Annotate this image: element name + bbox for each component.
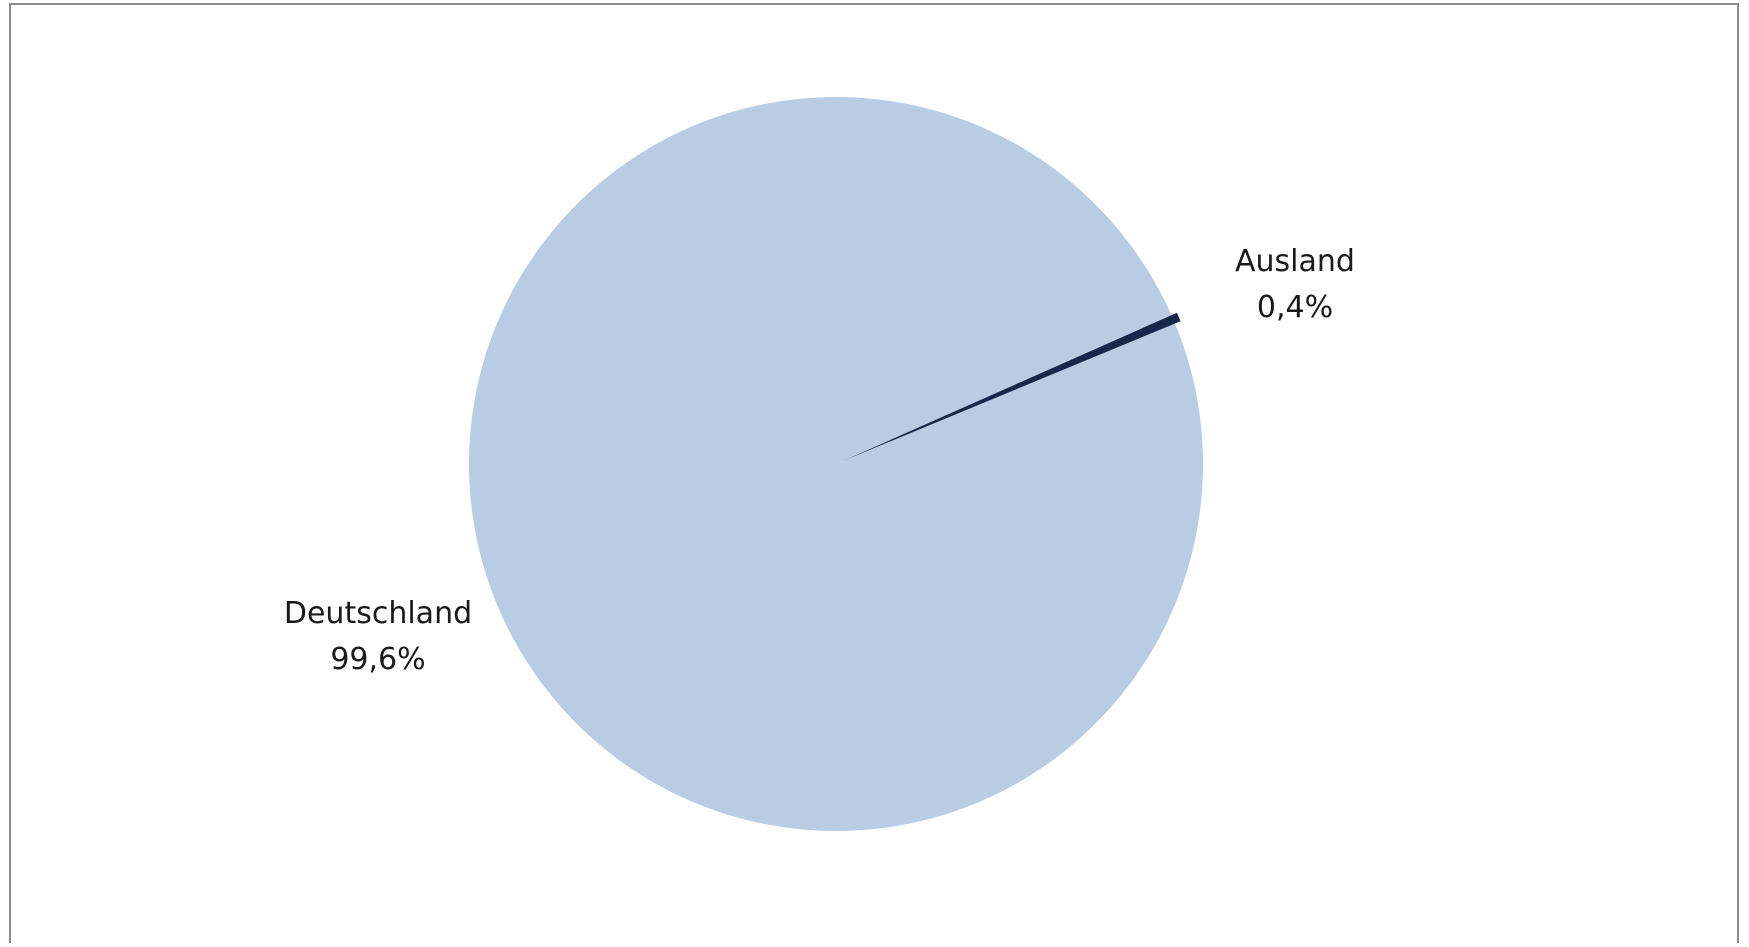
pie-slices	[468, 96, 1203, 831]
pie-slice-ausland	[841, 312, 1181, 462]
slice-label-ausland-value: 0,4%	[1257, 290, 1333, 325]
slice-label-deutschland-name: Deutschland	[284, 596, 472, 631]
slice-label-ausland-name: Ausland	[1235, 244, 1355, 279]
pie-slice-deutschland	[468, 96, 1203, 831]
slice-label-deutschland-value: 99,6%	[330, 642, 425, 677]
